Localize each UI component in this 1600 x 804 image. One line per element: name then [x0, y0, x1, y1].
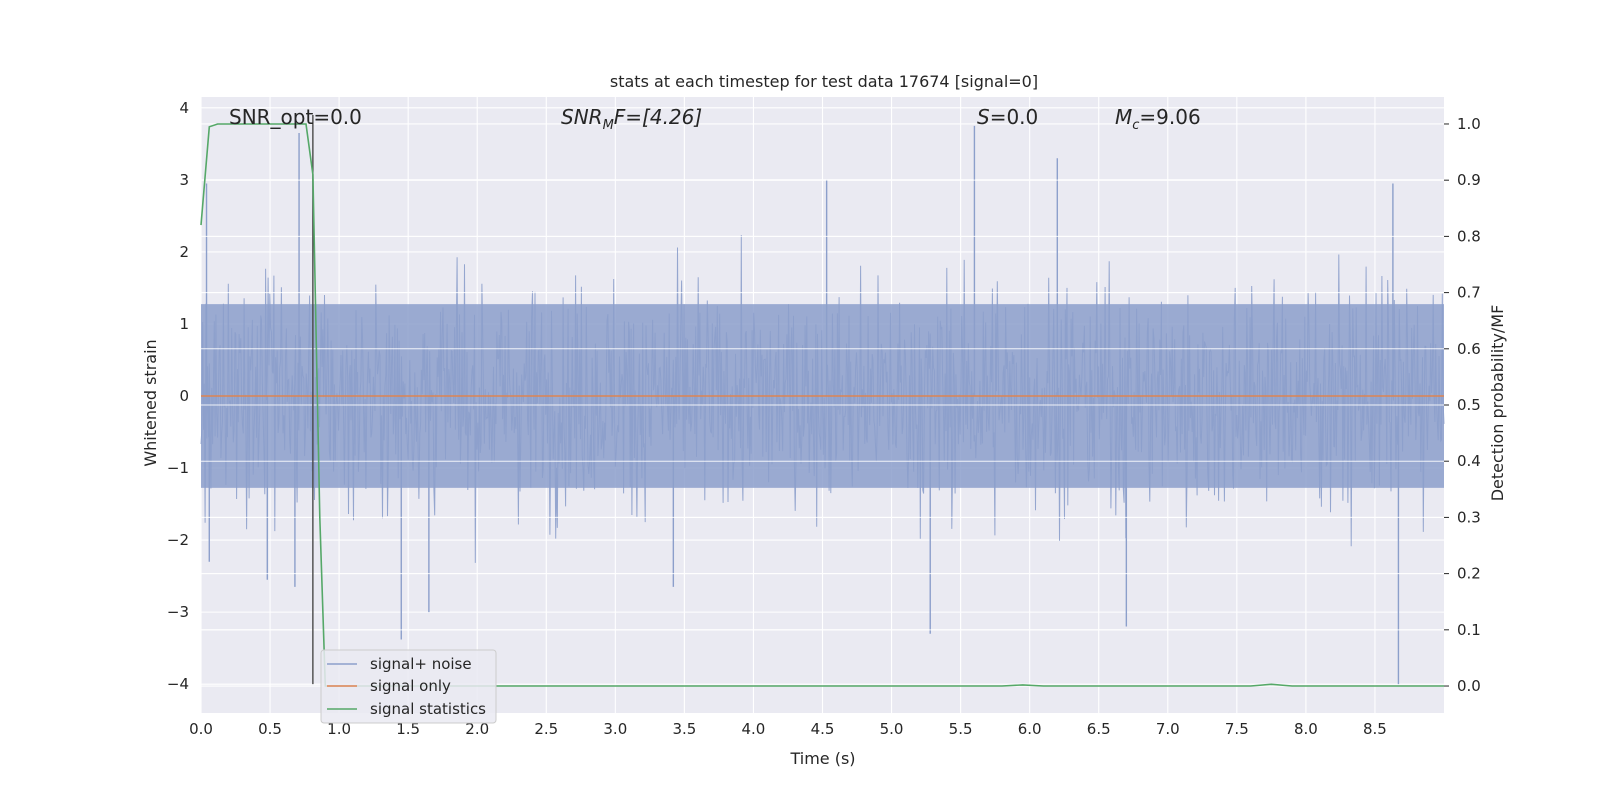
x-tick-label: 1.5 — [396, 720, 420, 738]
x-tick-label: 7.5 — [1225, 720, 1249, 738]
annotation-snr-mf-sub: M — [603, 118, 614, 133]
y-tick-label-left: 1 — [179, 315, 189, 333]
x-tick-label: 6.5 — [1087, 720, 1111, 738]
annotation-s-suffix: =0.0 — [990, 105, 1039, 129]
x-tick-label: 4.0 — [742, 720, 766, 738]
annotation-s-prefix: S — [977, 105, 990, 129]
y-tick-label-right: 0.2 — [1457, 565, 1481, 583]
y-tick-label-right: 0.0 — [1457, 677, 1481, 695]
x-tick-label: 3.5 — [672, 720, 696, 738]
y-tick-label-left: 4 — [179, 99, 189, 117]
x-tick-label: 0.5 — [258, 720, 282, 738]
y-tick-label-right: 0.7 — [1457, 284, 1481, 302]
x-tick-label: 3.0 — [603, 720, 627, 738]
y-tick-label-left: −4 — [167, 675, 189, 693]
y-axis-label-right: Detection probability/MF — [1488, 305, 1507, 502]
annotation-s: S=0.0 — [977, 105, 1038, 129]
y-tick-label-left: −3 — [167, 603, 189, 621]
y-tick-label-left: −2 — [167, 531, 189, 549]
y-tick-label-right: 0.3 — [1457, 508, 1481, 526]
legend-label-signal: signal only — [370, 677, 451, 695]
annotation-snr-mf-suffix: F=[4.26] — [614, 105, 702, 129]
x-tick-label: 8.0 — [1294, 720, 1318, 738]
x-tick-label: 0.0 — [189, 720, 213, 738]
x-tick-label: 8.5 — [1363, 720, 1387, 738]
x-tick-label: 5.5 — [949, 720, 973, 738]
y-tick-label-right: 0.4 — [1457, 452, 1481, 470]
x-tick-label: 7.0 — [1156, 720, 1180, 738]
y-tick-label-left: 2 — [179, 243, 189, 261]
annotation-mc: Mc=9.06 — [1115, 105, 1201, 133]
legend-label-noise: signal+ noise — [370, 655, 472, 673]
y-tick-label-left: 3 — [179, 171, 189, 189]
x-tick-label: 2.5 — [534, 720, 558, 738]
annotation-snr-mf-prefix: SNR — [561, 105, 603, 129]
x-tick-label: 2.0 — [465, 720, 489, 738]
y-tick-label-right: 0.5 — [1457, 396, 1481, 414]
axis-ticks: 0.0 0.5 1.0 1.5 2.0 2.5 3.0 3.5 4.0 4.5 5.0 5.5 6.0 6… — [167, 99, 1481, 738]
y-tick-label-right: 0.8 — [1457, 227, 1481, 245]
y-tick-label-right: 0.6 — [1457, 340, 1481, 358]
x-tick-label: 4.5 — [811, 720, 835, 738]
x-tick-label: 6.0 — [1018, 720, 1042, 738]
annotation-mc-prefix: M — [1115, 105, 1132, 129]
annotation-snr-mf: SNRMF=[4.26] — [561, 105, 702, 133]
legend-box — [320, 649, 497, 724]
y-tick-label-left: 0 — [179, 387, 189, 405]
chart-title: stats at each timestep for test data 176… — [610, 72, 1038, 91]
y-tick-label-right: 0.9 — [1457, 171, 1481, 189]
y-tick-label-right: 1.0 — [1457, 115, 1481, 133]
annotation-mc-suffix: =9.06 — [1139, 105, 1200, 129]
x-tick-label: 5.0 — [880, 720, 904, 738]
annotation-mc-sub: c — [1132, 118, 1139, 133]
y-axis-label-left: Whitened strain — [141, 339, 160, 466]
y-tick-label-right: 0.1 — [1457, 621, 1481, 639]
x-tick-label: 1.0 — [327, 720, 351, 738]
legend: signal+ noise signal only signal statist… — [320, 649, 497, 724]
y-tick-label-left: −1 — [167, 459, 189, 477]
x-axis-label: Time (s) — [789, 749, 855, 768]
legend-label-stat: signal statistics — [370, 700, 486, 718]
annotation-snr-opt: SNR_opt=0.0 — [229, 105, 362, 129]
